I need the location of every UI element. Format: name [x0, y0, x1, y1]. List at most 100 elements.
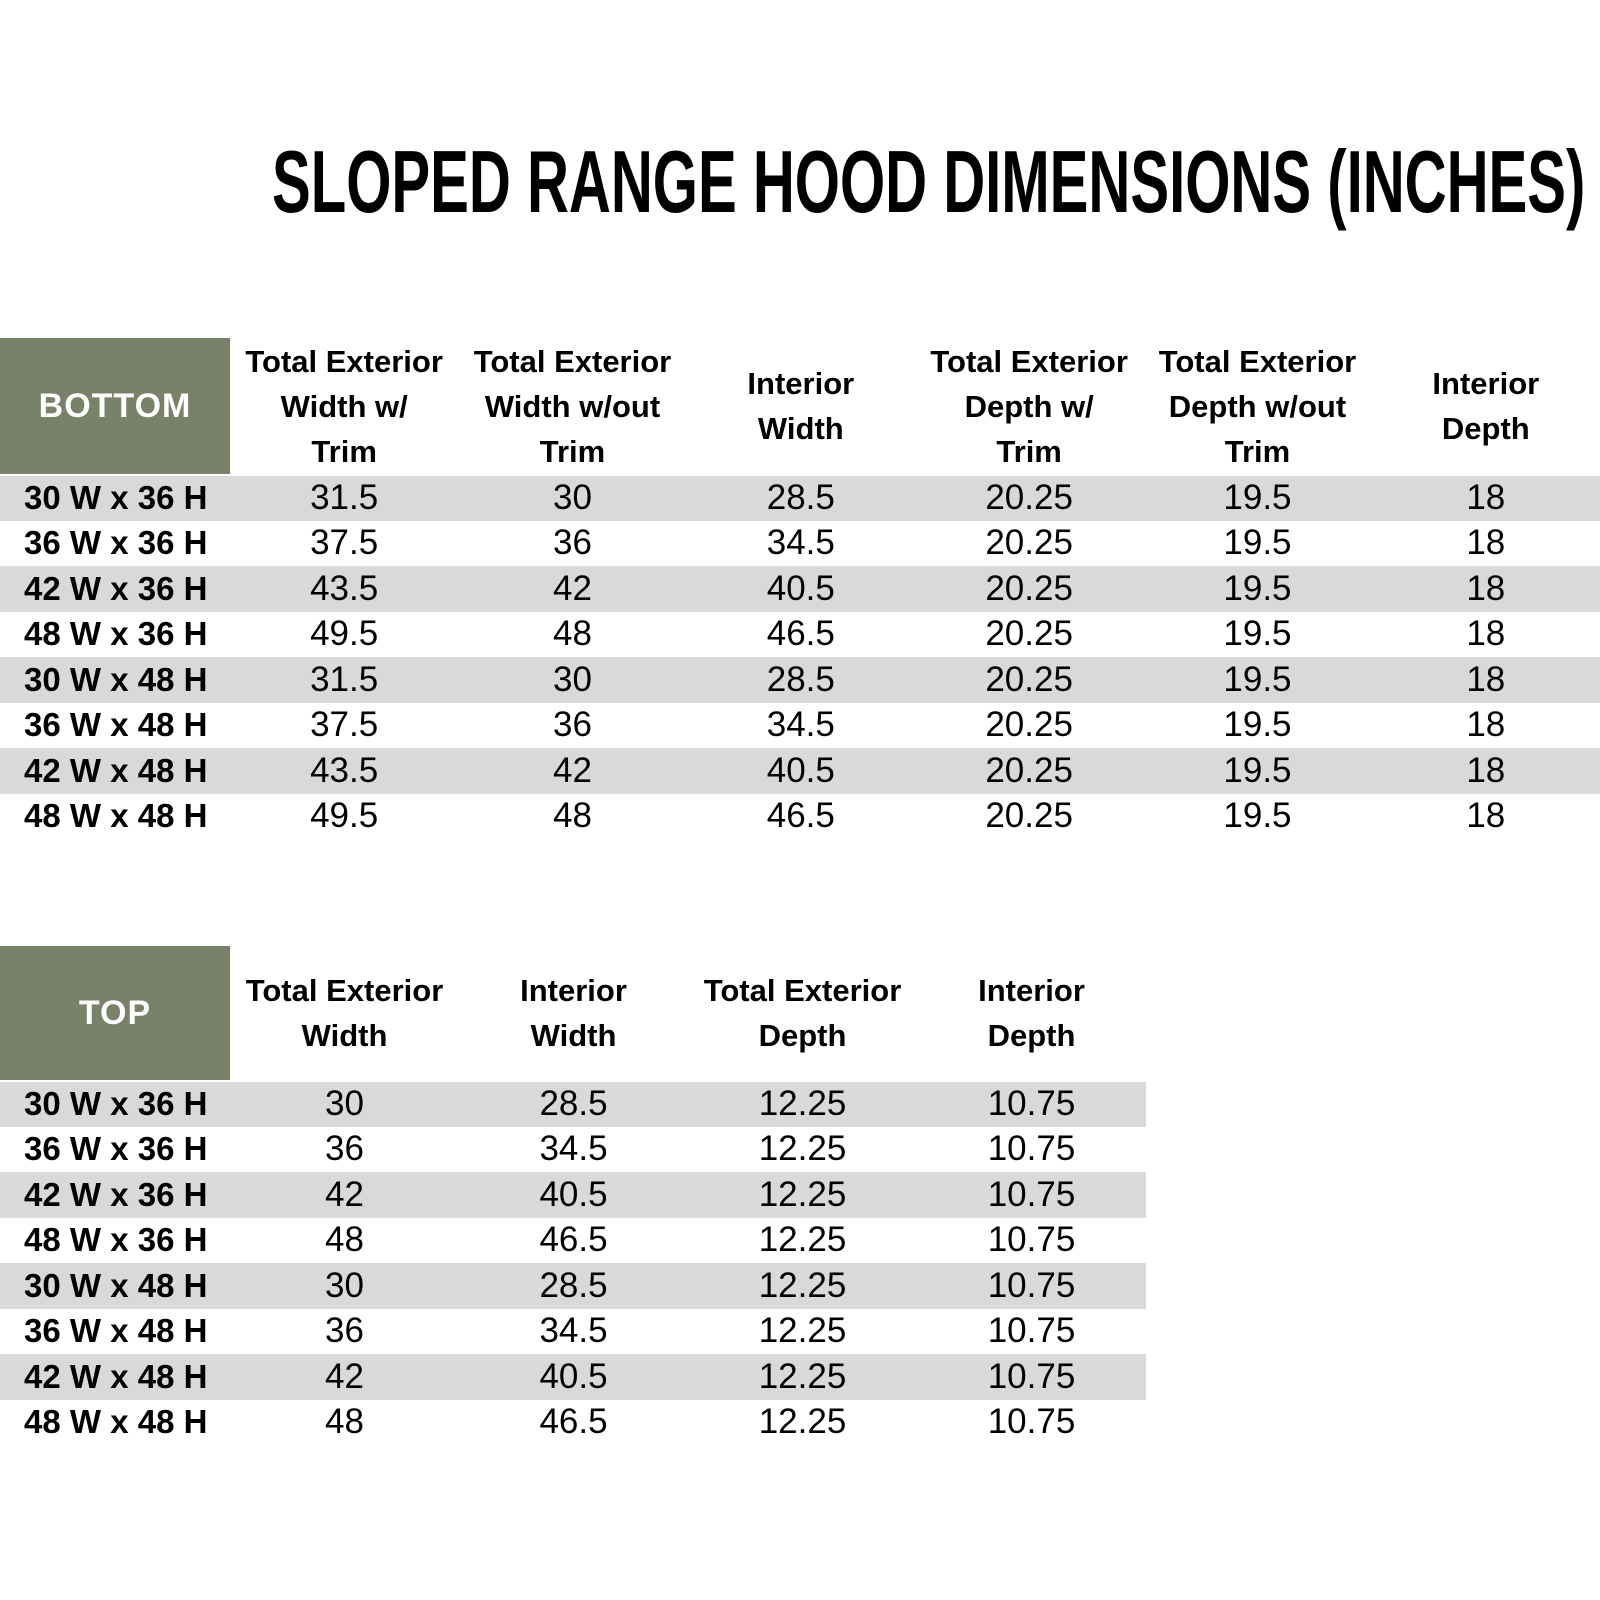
table-row: 48 W x 48 H 48 46.5 12.25 10.75 [0, 1399, 1146, 1445]
value-cell: 49.5 [310, 614, 379, 654]
row-label: 48 W x 36 H [24, 615, 208, 653]
value-cell: 18 [1466, 568, 1506, 608]
value-cell: 36 [553, 523, 592, 563]
row-label: 30 W x 36 H [24, 479, 208, 517]
table-row: 48 W x 36 H 48 46.5 12.25 10.75 [0, 1217, 1146, 1263]
table-row: 42 W x 36 H 43.5 42 40.5 20.25 19.5 18 [0, 566, 1600, 612]
value-cell: 12.25 [758, 1265, 847, 1305]
value-cell: 10.75 [987, 1174, 1076, 1214]
header-row: BOTTOM Total Exterior Width w/ Trim Tota… [0, 338, 1600, 476]
value-cell: 36 [553, 705, 592, 745]
header-interior-width: Interior Width [686, 338, 915, 476]
value-cell: 49.5 [310, 796, 379, 836]
row-label: 48 W x 48 H [24, 797, 208, 835]
row-label: 36 W x 36 H [24, 524, 208, 562]
value-cell: 31.5 [310, 659, 379, 699]
value-cell: 28.5 [539, 1265, 608, 1305]
table-row: 30 W x 36 H 31.5 30 28.5 20.25 19.5 18 [0, 475, 1600, 521]
value-cell: 19.5 [1223, 478, 1292, 518]
value-cell: 19.5 [1223, 614, 1292, 654]
table-row: 42 W x 48 H 42 40.5 12.25 10.75 [0, 1354, 1146, 1400]
value-cell: 20.25 [985, 478, 1073, 518]
row-label: 36 W x 36 H [24, 1130, 208, 1168]
table-row: 36 W x 48 H 36 34.5 12.25 10.75 [0, 1308, 1146, 1354]
value-cell: 46.5 [766, 614, 835, 654]
row-label: 42 W x 36 H [24, 1175, 208, 1213]
value-cell: 28.5 [766, 659, 835, 699]
top-table-corner-label: TOP [0, 946, 230, 1082]
value-cell: 34.5 [766, 523, 835, 563]
value-cell: 10.75 [987, 1402, 1076, 1442]
value-cell: 34.5 [539, 1129, 608, 1169]
value-cell: 19.5 [1223, 796, 1292, 836]
header-total-exterior-width-w-trim: Total Exterior Width w/ Trim [230, 338, 459, 476]
value-cell: 40.5 [766, 750, 835, 790]
table-row: 48 W x 48 H 49.5 48 46.5 20.25 19.5 18 [0, 793, 1600, 839]
header-total-exterior-depth: Total Exterior Depth [688, 946, 917, 1082]
value-cell: 18 [1466, 705, 1506, 745]
value-cell: 30 [325, 1265, 364, 1305]
value-cell: 10.75 [987, 1311, 1076, 1351]
value-cell: 12.25 [758, 1220, 847, 1260]
value-cell: 19.5 [1223, 568, 1292, 608]
value-cell: 18 [1466, 523, 1506, 563]
table-row: 30 W x 48 H 30 28.5 12.25 10.75 [0, 1263, 1146, 1309]
table-row: 30 W x 48 H 31.5 30 28.5 20.25 19.5 18 [0, 657, 1600, 703]
value-cell: 12.25 [758, 1311, 847, 1351]
header-total-exterior-width: Total Exterior Width [230, 946, 459, 1082]
value-cell: 20.25 [985, 750, 1073, 790]
value-cell: 10.75 [987, 1084, 1076, 1124]
header-total-exterior-depth-wout-trim: Total Exterior Depth w/out Trim [1143, 338, 1372, 476]
page-title: SLOPED RANGE HOOD DIMENSIONS (INCHES) [272, 132, 1586, 231]
value-cell: 42 [325, 1174, 364, 1214]
value-cell: 10.75 [987, 1220, 1076, 1260]
value-cell: 18 [1466, 796, 1506, 836]
value-cell: 46.5 [539, 1220, 608, 1260]
header-interior-depth: Interior Depth [917, 946, 1146, 1082]
row-label: 42 W x 48 H [24, 751, 208, 789]
value-cell: 30 [325, 1084, 364, 1124]
header-interior-depth: Interior Depth [1371, 338, 1600, 476]
value-cell: 48 [325, 1220, 364, 1260]
value-cell: 42 [553, 568, 592, 608]
value-cell: 10.75 [987, 1265, 1076, 1305]
value-cell: 12.25 [758, 1129, 847, 1169]
value-cell: 20.25 [985, 614, 1073, 654]
value-cell: 12.25 [758, 1356, 847, 1396]
value-cell: 20.25 [985, 796, 1073, 836]
value-cell: 42 [325, 1356, 364, 1396]
value-cell: 19.5 [1223, 659, 1292, 699]
row-label: 36 W x 48 H [24, 706, 208, 744]
value-cell: 18 [1466, 614, 1506, 654]
table-row: 42 W x 36 H 42 40.5 12.25 10.75 [0, 1172, 1146, 1218]
value-cell: 20.25 [985, 523, 1073, 563]
header-interior-width: Interior Width [459, 946, 688, 1082]
header-total-exterior-depth-w-trim: Total Exterior Depth w/ Trim [914, 338, 1144, 476]
row-label: 36 W x 48 H [24, 1312, 208, 1350]
value-cell: 28.5 [539, 1084, 608, 1124]
value-cell: 48 [553, 614, 592, 654]
value-cell: 34.5 [766, 705, 835, 745]
value-cell: 18 [1466, 478, 1506, 518]
value-cell: 30 [553, 659, 592, 699]
value-cell: 30 [553, 478, 592, 518]
value-cell: 19.5 [1223, 523, 1292, 563]
value-cell: 20.25 [985, 568, 1073, 608]
row-label: 42 W x 36 H [24, 569, 208, 607]
row-label: 30 W x 48 H [24, 1266, 208, 1304]
bottom-table-corner-label: BOTTOM [0, 338, 230, 476]
value-cell: 46.5 [539, 1402, 608, 1442]
table-row: 30 W x 36 H 30 28.5 12.25 10.75 [0, 1081, 1146, 1127]
value-cell: 46.5 [766, 796, 835, 836]
top-dimensions-table: TOP Total Exterior Width Interior Width … [0, 946, 1146, 1445]
value-cell: 37.5 [310, 705, 379, 745]
value-cell: 18 [1466, 750, 1506, 790]
value-cell: 12.25 [758, 1174, 847, 1214]
value-cell: 12.25 [758, 1084, 847, 1124]
value-cell: 43.5 [310, 750, 379, 790]
row-label: 42 W x 48 H [24, 1357, 208, 1395]
value-cell: 48 [325, 1402, 364, 1442]
bottom-dimensions-table: BOTTOM Total Exterior Width w/ Trim Tota… [0, 338, 1600, 839]
value-cell: 31.5 [310, 478, 379, 518]
table-row: 48 W x 36 H 49.5 48 46.5 20.25 19.5 18 [0, 611, 1600, 657]
